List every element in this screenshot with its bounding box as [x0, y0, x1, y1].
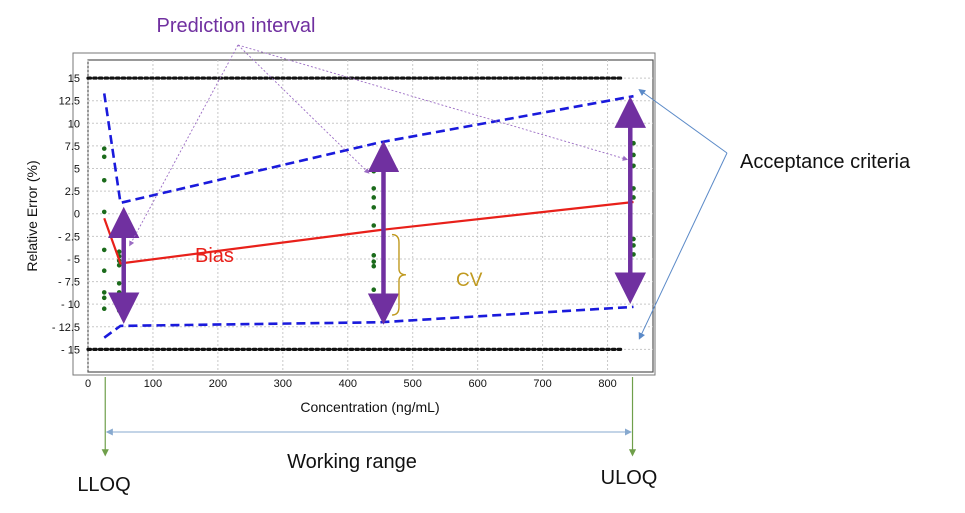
upper-prediction-limit-line	[102, 93, 634, 205]
bias-label: Bias	[195, 245, 234, 267]
x-tick-label: 700	[533, 378, 551, 390]
data-point	[371, 263, 377, 269]
data-point	[371, 205, 377, 210]
prediction-interval-label: Prediction interval	[157, 15, 316, 37]
uloq-label: ULOQ	[601, 467, 658, 489]
x-tick-label: 200	[209, 378, 227, 390]
lower-prediction-limit-line	[103, 305, 634, 339]
data-point	[371, 253, 377, 258]
data-point	[101, 290, 107, 295]
y-tick-label: - 10	[61, 299, 80, 311]
data-point	[101, 295, 107, 301]
y-tick-label: - 5	[67, 254, 80, 266]
x-tick-label: 300	[274, 378, 292, 390]
y-tick-label: 5	[74, 164, 80, 176]
data-point	[116, 281, 122, 286]
working-range-label: Working range	[287, 451, 417, 473]
x-axis-title: Concentration (ng/mL)	[300, 399, 439, 415]
x-tick-label: 600	[468, 378, 486, 390]
y-tick-label: - 15	[61, 344, 80, 356]
data-point	[101, 154, 107, 160]
acceptance-criteria-pointer	[638, 152, 728, 340]
data-point	[116, 299, 122, 304]
prediction-interval-pointer	[129, 44, 239, 247]
prediction-interval-pointer	[237, 44, 370, 174]
y-tick-label: 12.5	[59, 96, 80, 108]
acceptance-criteria-label: Acceptance criteria	[740, 151, 911, 173]
prediction-interval-pointer	[237, 44, 629, 161]
prediction-interval-arrows	[107, 96, 647, 325]
y-axis-title: Relative Error (%)	[24, 160, 40, 271]
y-tick-label: 15	[68, 73, 80, 85]
data-point	[101, 268, 107, 274]
prediction-limits	[102, 93, 634, 339]
data-point	[101, 306, 107, 311]
data-point	[101, 177, 107, 183]
acceptance-limits	[86, 76, 626, 351]
cv-label: CV	[456, 270, 483, 291]
data-point	[371, 186, 377, 191]
y-tick-label: - 12.5	[52, 322, 80, 334]
data-point	[371, 287, 377, 293]
data-point	[116, 290, 122, 295]
y-tick-label: - 7.5	[58, 277, 80, 289]
data-point	[101, 146, 107, 151]
y-tick-label: - 2.5	[58, 231, 80, 243]
data-point	[101, 209, 107, 215]
data-point	[371, 259, 377, 264]
prediction-interval-pointers	[129, 44, 629, 247]
grid-lines	[87, 60, 653, 372]
y-tick-label: 7.5	[65, 141, 80, 153]
data-point	[371, 223, 377, 228]
x-tick-label: 500	[404, 378, 422, 390]
data-point	[101, 247, 107, 253]
x-tick-label: 100	[144, 378, 162, 390]
data-point	[371, 168, 377, 174]
y-tick-label: 2.5	[65, 186, 80, 198]
data-point	[371, 195, 377, 200]
data-point	[116, 308, 122, 313]
x-tick-label: 800	[598, 378, 616, 390]
working-range-group	[101, 377, 637, 457]
lloq-label: LLOQ	[77, 474, 130, 496]
acceptance-criteria-pointer	[638, 89, 728, 154]
y-tick-label: 0	[74, 209, 80, 221]
y-tick-label: 10	[68, 118, 80, 130]
tick-labels: 0 100 200 300 400 500 600 700 800 15 12.5 10 7.5 5 2.5…	[52, 73, 617, 390]
x-tick-label: 0	[85, 378, 91, 390]
acceptance-criteria-pointers	[638, 89, 728, 340]
x-tick-label: 400	[339, 378, 357, 390]
